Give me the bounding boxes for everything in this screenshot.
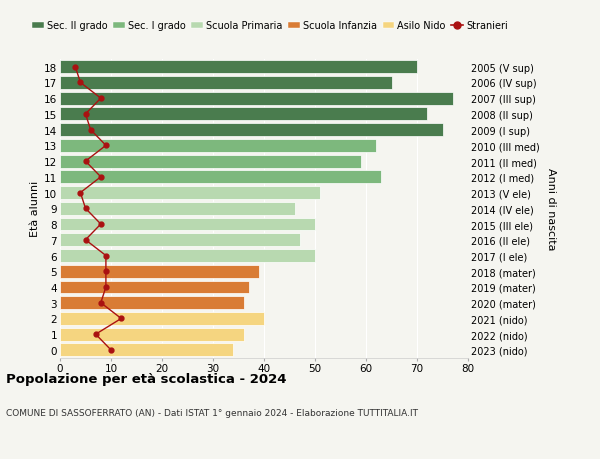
Bar — [60, 61, 417, 74]
Bar — [60, 187, 320, 200]
Bar — [60, 281, 249, 294]
Bar — [60, 124, 443, 137]
Bar — [60, 77, 392, 90]
Bar — [60, 93, 453, 106]
Bar — [60, 344, 233, 357]
Bar — [60, 234, 300, 246]
Legend: Sec. II grado, Sec. I grado, Scuola Primaria, Scuola Infanzia, Asilo Nido, Stran: Sec. II grado, Sec. I grado, Scuola Prim… — [32, 21, 508, 31]
Bar — [60, 202, 295, 215]
Y-axis label: Anni di nascita: Anni di nascita — [546, 168, 556, 250]
Text: Popolazione per età scolastica - 2024: Popolazione per età scolastica - 2024 — [6, 372, 287, 385]
Bar — [60, 265, 259, 278]
Y-axis label: Età alunni: Età alunni — [30, 181, 40, 237]
Bar — [60, 297, 244, 309]
Bar — [60, 108, 427, 121]
Bar — [60, 140, 376, 152]
Text: COMUNE DI SASSOFERRATO (AN) - Dati ISTAT 1° gennaio 2024 - Elaborazione TUTTITAL: COMUNE DI SASSOFERRATO (AN) - Dati ISTAT… — [6, 409, 418, 418]
Bar — [60, 312, 264, 325]
Bar — [60, 250, 315, 263]
Bar — [60, 328, 244, 341]
Bar — [60, 171, 382, 184]
Bar — [60, 155, 361, 168]
Bar — [60, 218, 315, 231]
